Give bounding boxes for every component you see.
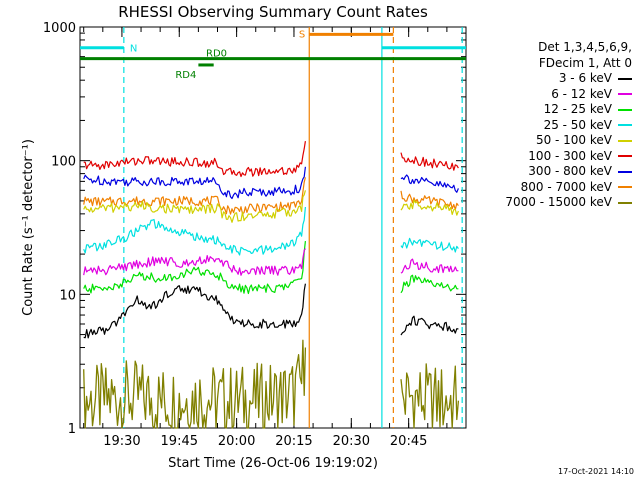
series-line: [83, 166, 306, 200]
legend-item-label: 50 - 100 keV: [535, 133, 612, 147]
x-axis-label: Start Time (26-Oct-06 19:19:02): [168, 456, 378, 471]
legend-item: 7000 - 15000 keV: [412, 195, 632, 211]
legend-swatch: [618, 124, 632, 127]
generation-timestamp: 17-Oct-2021 14:10: [558, 467, 634, 476]
y-axis-label: Count Rate (s⁻¹ detector⁻¹): [21, 139, 36, 316]
legend-swatch: [618, 155, 632, 158]
legend-item-label: 3 - 6 keV: [558, 71, 612, 85]
y-tick-label: 1: [68, 422, 76, 437]
series-line: [83, 141, 306, 178]
legend-item: 3 - 6 keV: [412, 71, 632, 87]
legend-swatch: [618, 77, 632, 80]
x-tick-label: 20:45: [390, 434, 427, 449]
legend-item: 25 - 50 keV: [412, 118, 632, 134]
series-line: [400, 363, 460, 429]
legend-swatch: [618, 201, 632, 204]
legend-item-label: 6 - 12 keV: [551, 86, 612, 101]
flag-label-rd0: RD0: [206, 49, 227, 60]
legend-item-label: 12 - 25 keV: [543, 102, 612, 116]
series-line: [83, 190, 306, 223]
series-line: [400, 315, 459, 336]
x-tick-label: 20:15: [275, 434, 312, 449]
legend-swatch: [618, 139, 632, 142]
flag-label-rd4: RD4: [175, 70, 196, 81]
legend-item-label: 100 - 300 keV: [528, 148, 612, 163]
legend-swatch: [618, 170, 632, 173]
series-line: [83, 339, 307, 429]
series-line: [400, 152, 459, 171]
series-line: [83, 177, 306, 215]
chart-title: RHESSI Observing Summary Count Rates: [118, 3, 428, 21]
series-line: [83, 283, 306, 339]
series-line: [400, 174, 459, 193]
chart-legend: Det 1,3,4,5,6,9, FDecim 1, Att 0 3 - 6 k…: [412, 40, 632, 211]
legend-swatch: [618, 186, 632, 189]
series-line: [83, 241, 306, 295]
series-line: [400, 190, 459, 211]
legend-item: 6 - 12 keV: [412, 87, 632, 103]
legend-header-line-1: Det 1,3,4,5,6,9,: [538, 40, 632, 54]
x-tick-label: 19:45: [161, 434, 198, 449]
legend-header-line-2: FDecim 1, Att 0: [538, 55, 632, 70]
series-line: [400, 274, 459, 294]
legend-item-label: 7000 - 15000 keV: [505, 195, 612, 209]
series-line: [83, 206, 306, 256]
series-line: [400, 258, 459, 274]
legend-item: 12 - 25 keV: [412, 102, 632, 118]
legend-swatch: [618, 93, 632, 96]
series-line: [400, 199, 459, 216]
x-tick-label: 20:30: [333, 434, 370, 449]
y-tick-label: 100: [51, 155, 76, 170]
legend-item: 800 - 7000 keV: [412, 180, 632, 196]
flag-label-s: S: [299, 29, 305, 40]
x-tick-label: 19:30: [103, 434, 140, 449]
flag-label-n: N: [130, 44, 137, 55]
x-tick-label: 20:00: [218, 434, 255, 449]
legend-item: 50 - 100 keV: [412, 133, 632, 149]
legend-item-label: 800 - 7000 keV: [520, 179, 612, 194]
series-line: [83, 248, 306, 276]
y-tick-label: 10: [59, 288, 76, 303]
legend-item: 100 - 300 keV: [412, 149, 632, 165]
legend-swatch: [618, 108, 632, 111]
legend-item-label: 25 - 50 keV: [543, 117, 612, 132]
y-tick-label: 1000: [43, 21, 76, 36]
legend-item-label: 300 - 800 keV: [528, 164, 612, 178]
series-line: [400, 237, 459, 253]
plot-frame: [79, 26, 467, 429]
legend-item: 300 - 800 keV: [412, 164, 632, 180]
